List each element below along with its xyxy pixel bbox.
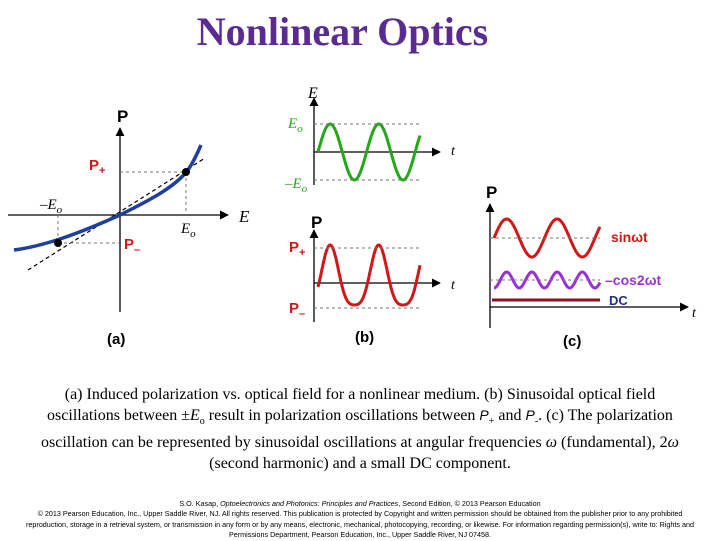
panel-a-p-plus-point bbox=[182, 168, 190, 176]
panel-c-p-axis-label: P bbox=[486, 183, 497, 202]
panel-b-top-t-label: t bbox=[451, 144, 456, 159]
panel-c-tag: (c) bbox=[563, 333, 581, 350]
caption-text-3: . (c) The polarization oscillation can b… bbox=[41, 407, 673, 452]
caption-e-symbol: E bbox=[190, 407, 200, 424]
panel-a-p-plus-label: P+ bbox=[89, 157, 105, 177]
panel-a-p-axis-label: P bbox=[117, 107, 128, 126]
panel-a-e0-label: Eo bbox=[180, 221, 196, 240]
caption-p-minus-sub: - bbox=[534, 416, 539, 428]
panel-c-dc-label: DC bbox=[609, 293, 628, 308]
panel-b-p-minus-label: P– bbox=[289, 300, 305, 320]
panel-c-sin-wave bbox=[492, 217, 602, 259]
panel-a-p-minus-label: P– bbox=[124, 236, 140, 256]
panel-b-e0-label: Eo bbox=[287, 116, 303, 135]
panel-c: P sinωt –cos2ωt DC t (c) bbox=[485, 183, 697, 350]
credits-edition: , Second Edition, © 2013 Pearson Educati… bbox=[398, 499, 541, 508]
caption-p-plus: P bbox=[479, 407, 489, 423]
caption-omega-2: ω bbox=[667, 434, 679, 452]
credits-rights-text: © 2013 Pearson Education, Inc., Upper Sa… bbox=[26, 509, 694, 540]
panel-c-t-label: t bbox=[692, 306, 697, 321]
panel-a-tag: (a) bbox=[107, 331, 125, 348]
caption-and: and bbox=[494, 407, 526, 424]
panel-b-tag: (b) bbox=[355, 329, 374, 346]
caption-text-4: (fundamental), 2 bbox=[557, 434, 668, 452]
panel-b-e-axis-label: E bbox=[307, 85, 318, 102]
copyright-credits: S.O. Kasap, Optoelectronics and Photonic… bbox=[20, 499, 700, 541]
nonlinear-optics-figure: P E P+ P– –Eo Eo (a) E Eo –Eo t P P+ P– … bbox=[8, 85, 697, 350]
panel-b-neg-e0-label: –Eo bbox=[284, 176, 308, 195]
caption-p-plus-sub: + bbox=[488, 416, 495, 428]
panel-b-p-axis-label: P bbox=[311, 213, 322, 232]
caption-p-minus: P bbox=[525, 407, 535, 423]
panel-b-p-plus-label: P+ bbox=[289, 239, 305, 259]
panel-a-linear-dashed-line bbox=[27, 157, 206, 271]
figure-caption: (a) Induced polarization vs. optical fie… bbox=[36, 384, 684, 474]
caption-text-1: (a) Induced polarization vs. optical fie… bbox=[47, 386, 656, 424]
caption-text-2: result in polarization oscillations betw… bbox=[204, 407, 480, 424]
credits-book-title: Optoelectronics and Photonics: Principle… bbox=[220, 499, 399, 508]
panel-c-cos2-wave bbox=[493, 270, 602, 290]
caption-omega: ω bbox=[545, 434, 558, 452]
panel-b-e-field-wave bbox=[316, 122, 422, 182]
panel-a-p-minus-point bbox=[54, 239, 62, 247]
caption-text-5: (second harmonic) and a small DC compone… bbox=[209, 455, 511, 473]
credits-author: S.O. Kasap, bbox=[179, 499, 221, 508]
panel-a-neg-e0-label: –Eo bbox=[39, 197, 63, 216]
panel-b: E Eo –Eo t P P+ P– t (b) bbox=[284, 85, 456, 346]
panel-a: P E P+ P– –Eo Eo (a) bbox=[8, 107, 250, 348]
panel-b-polarization-wave bbox=[316, 243, 422, 307]
page-title: Nonlinear Optics bbox=[196, 9, 489, 54]
caption-e-sub: o bbox=[199, 416, 205, 428]
panel-a-e-axis-label: E bbox=[238, 207, 250, 226]
panel-c-cos2-label: –cos2ωt bbox=[605, 272, 662, 288]
panel-b-bottom-t-label: t bbox=[451, 278, 456, 293]
panel-c-sin-label: sinωt bbox=[611, 229, 648, 245]
